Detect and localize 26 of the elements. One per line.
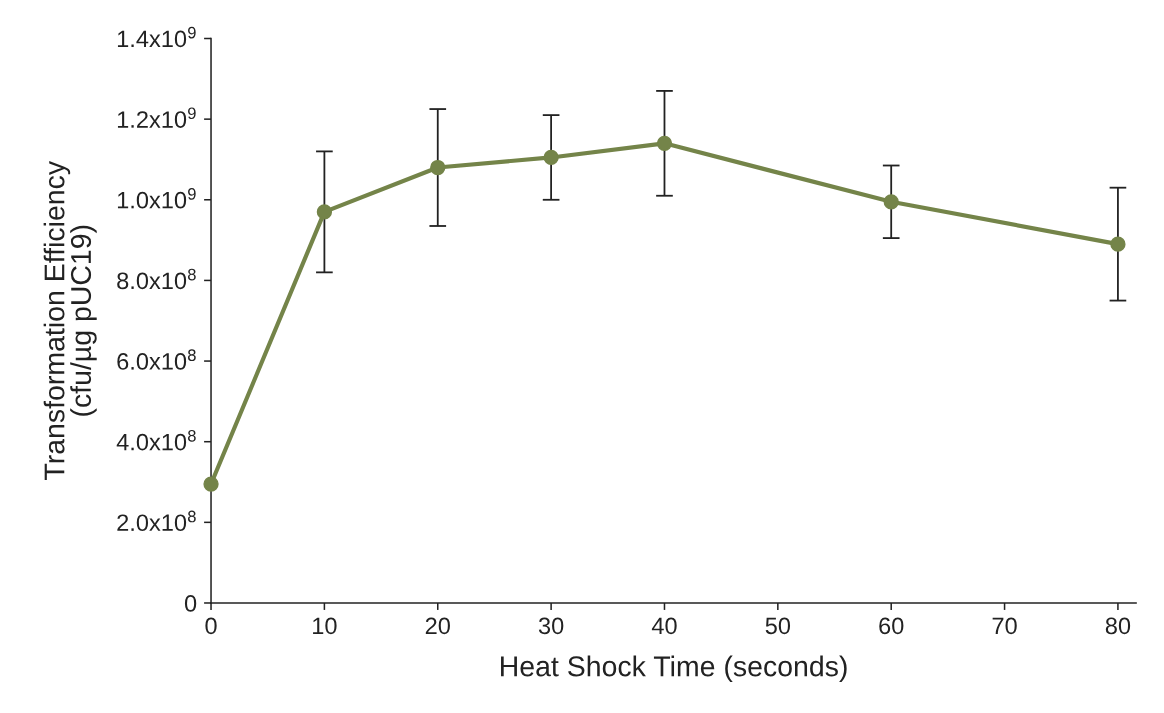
y-tick-label: 0 bbox=[184, 595, 197, 612]
x-tick-label: 50 bbox=[765, 617, 791, 635]
point bbox=[883, 194, 899, 210]
x-tick-label: 10 bbox=[313, 617, 337, 635]
x-tick-label: 30 bbox=[538, 617, 564, 635]
point bbox=[316, 204, 333, 220]
y-axis-title: Transformation Efficiency (cfu/µg pUC19) bbox=[43, 160, 97, 480]
x-axis-title: Heat Shock Time (seconds) bbox=[501, 655, 847, 683]
point bbox=[203, 476, 219, 492]
y-tick-label: 8.0x10$^{8}$ bbox=[117, 268, 196, 290]
x-tick-label: 80 bbox=[1105, 617, 1131, 635]
point bbox=[656, 135, 673, 151]
x-tick-label: 60 bbox=[879, 617, 904, 635]
x-tick-label: 40 bbox=[651, 617, 677, 635]
y-tick-label: 2.0x10$^{8}$ bbox=[117, 510, 196, 532]
y-tick-label: 1.2x10$^{9}$ bbox=[117, 107, 196, 128]
y-tick-label: 1.4x10$^{9}$ bbox=[117, 26, 196, 48]
point bbox=[430, 159, 446, 176]
x-tick-label: 20 bbox=[425, 617, 450, 635]
point bbox=[543, 149, 559, 166]
y-tick-label: 4.0x10$^{8}$ bbox=[116, 429, 196, 451]
x-tick-label: 70 bbox=[992, 617, 1017, 635]
y-tick-label: 6.0x10$^{8}$ bbox=[117, 349, 196, 370]
x-tick-label: 0 bbox=[205, 617, 217, 635]
y-tick-label: 1.0x10$^{9}$ bbox=[117, 188, 196, 209]
point bbox=[1110, 236, 1126, 252]
